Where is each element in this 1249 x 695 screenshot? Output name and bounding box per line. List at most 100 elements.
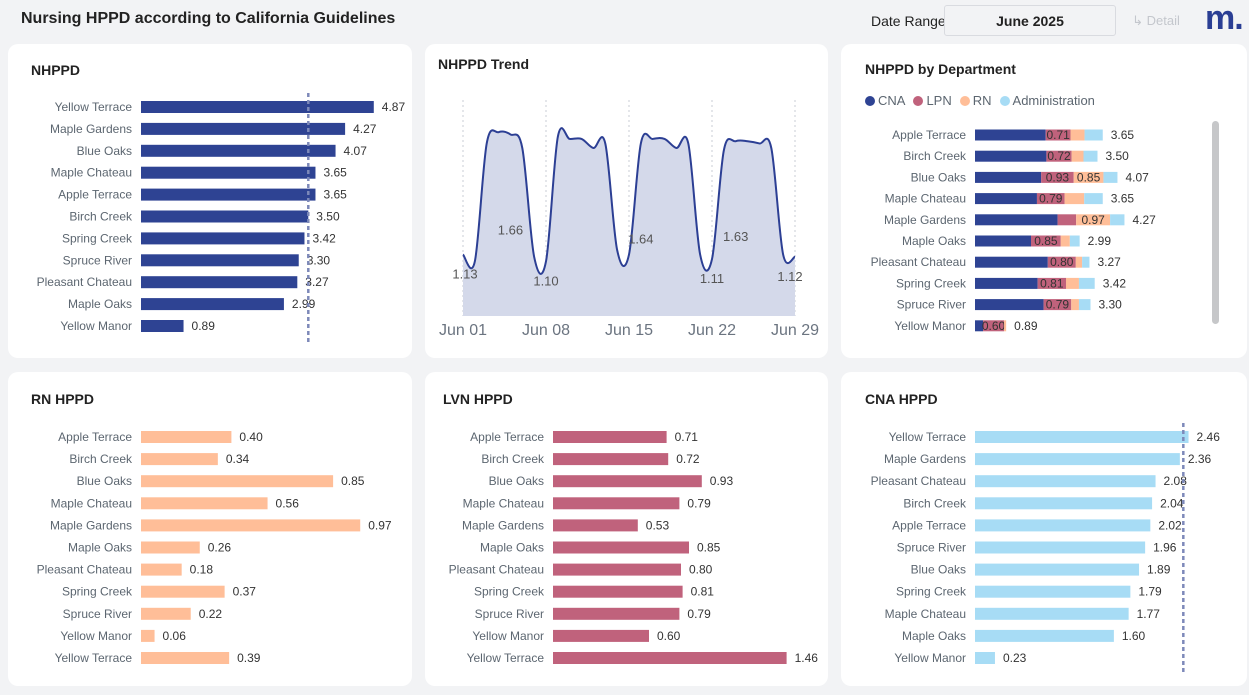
trend-card: NHPPD Trend Jun 01 Jun 08 Jun 15 Jun 22 Jun … bbox=[425, 44, 828, 358]
card-title: NHPPD by Department bbox=[865, 61, 1016, 77]
category-label: Birch Creek bbox=[903, 149, 967, 163]
header: Nursing HPPD according to California Gui… bbox=[0, 0, 1249, 40]
segment-label: 0.71 bbox=[1046, 128, 1070, 142]
category-label: Yellow Manor bbox=[472, 629, 544, 643]
bar bbox=[141, 629, 155, 642]
data-label: 2.46 bbox=[1197, 430, 1221, 444]
nhppd-card: NHPPD Yellow Terrace 4.87 Maple Gardens 4.2… bbox=[8, 44, 412, 358]
bar bbox=[141, 497, 268, 510]
card-title: LVN HPPD bbox=[443, 391, 513, 407]
data-label: 1.11 bbox=[700, 271, 724, 286]
category-label: Spring Creek bbox=[896, 276, 967, 290]
category-label: Maple Oaks bbox=[68, 297, 132, 311]
segment-label: 0.85 bbox=[1034, 234, 1058, 248]
bar-segment bbox=[1057, 214, 1077, 226]
legend-item-lpn[interactable]: LPN bbox=[913, 93, 952, 108]
bar bbox=[141, 101, 374, 113]
data-label: 2.04 bbox=[1160, 496, 1184, 510]
bar bbox=[553, 541, 689, 554]
detail-button[interactable]: ↳ Detail bbox=[1119, 7, 1193, 34]
total-label: 4.07 bbox=[1125, 170, 1149, 184]
data-label: 0.85 bbox=[697, 541, 721, 555]
bar bbox=[141, 431, 232, 443]
bar-segment bbox=[975, 193, 1037, 205]
legend-item-rn[interactable]: RN bbox=[959, 93, 992, 108]
bar bbox=[141, 475, 334, 488]
bar bbox=[553, 475, 702, 488]
bar bbox=[975, 475, 1156, 488]
data-label: 0.37 bbox=[233, 585, 257, 599]
bar bbox=[141, 453, 218, 466]
data-label: 1.60 bbox=[1122, 629, 1146, 643]
bar-segment bbox=[1045, 129, 1071, 141]
category-label: Maple Gardens bbox=[884, 213, 966, 227]
data-label: 0.85 bbox=[341, 474, 365, 488]
bar bbox=[553, 585, 683, 598]
category-label: Yellow Manor bbox=[60, 629, 132, 643]
bar bbox=[553, 453, 669, 466]
bar bbox=[141, 320, 184, 332]
x-tick-label: Jun 01 bbox=[439, 322, 487, 339]
segment-label: 0.60 bbox=[982, 319, 1006, 333]
bar bbox=[975, 585, 1131, 598]
bar bbox=[141, 519, 361, 532]
bar-segment bbox=[1064, 193, 1085, 205]
category-label: Apple Terrace bbox=[892, 518, 966, 532]
bar-segment bbox=[1083, 150, 1098, 162]
legend-swatch bbox=[913, 95, 924, 106]
category-label: Maple Chateau bbox=[885, 607, 966, 621]
legend-item-cna[interactable]: CNA bbox=[865, 93, 905, 108]
category-label: Yellow Terrace bbox=[889, 430, 967, 444]
data-label: 0.56 bbox=[276, 496, 300, 510]
bar bbox=[141, 563, 182, 576]
category-label: Spruce River bbox=[897, 298, 966, 312]
bar-segment bbox=[975, 299, 1044, 311]
total-label: 3.42 bbox=[1103, 276, 1127, 290]
bar bbox=[553, 652, 787, 664]
category-label: Pleasant Chateau bbox=[871, 474, 966, 488]
vertical-scrollbar[interactable] bbox=[1212, 121, 1219, 324]
bar-segment bbox=[1082, 256, 1090, 268]
lvn-chart: Apple Terrace 0.71 Birch Creek 0.72 Blue Oak… bbox=[449, 430, 819, 665]
category-label: Pleasant Chateau bbox=[449, 563, 544, 577]
data-label: 1.64 bbox=[628, 231, 653, 246]
category-label: Apple Terrace bbox=[470, 430, 544, 444]
total-label: 4.27 bbox=[1132, 213, 1156, 227]
category-label: Spruce River bbox=[475, 607, 544, 621]
bar-segment bbox=[1110, 214, 1125, 226]
bar bbox=[141, 254, 299, 267]
bar-segment bbox=[1073, 171, 1104, 183]
category-label: Maple Oaks bbox=[902, 234, 966, 248]
bar bbox=[553, 431, 667, 443]
bar bbox=[975, 453, 1180, 466]
category-label: Maple Chateau bbox=[51, 166, 132, 180]
total-label: 3.30 bbox=[1099, 298, 1123, 312]
bar-segment bbox=[975, 171, 1042, 183]
data-label: 2.02 bbox=[1158, 518, 1182, 532]
x-tick-label: Jun 29 bbox=[771, 322, 819, 339]
data-label: 0.89 bbox=[192, 319, 216, 333]
category-label: Spruce River bbox=[63, 607, 132, 621]
category-label: Birch Creek bbox=[69, 452, 133, 466]
category-label: Pleasant Chateau bbox=[37, 275, 132, 289]
category-label: Yellow Terrace bbox=[55, 651, 133, 665]
bar bbox=[141, 122, 346, 135]
date-range-selector[interactable]: June 2025 bbox=[944, 5, 1116, 36]
bar-segment bbox=[1043, 299, 1072, 311]
category-label: Apple Terrace bbox=[892, 128, 966, 142]
bar-segment bbox=[1066, 277, 1079, 289]
segment-label: 0.79 bbox=[1046, 298, 1070, 312]
rn-chart: Apple Terrace 0.40 Birch Creek 0.34 Blue Oak… bbox=[37, 430, 392, 665]
bar-segment bbox=[1075, 256, 1083, 268]
category-label: Maple Oaks bbox=[480, 541, 544, 555]
category-label: Maple Chateau bbox=[885, 192, 966, 206]
chart-legend: CNA LPN RN Administration bbox=[865, 93, 1095, 108]
data-label: 3.27 bbox=[305, 275, 329, 289]
data-label: 4.27 bbox=[353, 122, 377, 136]
card-title: RN HPPD bbox=[31, 391, 95, 407]
legend-item-administration[interactable]: Administration bbox=[999, 93, 1095, 108]
dept-chart: Apple Terrace 0.71 3.65 Birch Creek 0.72 3.50… bbox=[871, 128, 1157, 333]
data-label: 0.97 bbox=[368, 518, 392, 532]
category-label: Pleasant Chateau bbox=[871, 255, 966, 269]
trend-line bbox=[462, 127, 796, 275]
